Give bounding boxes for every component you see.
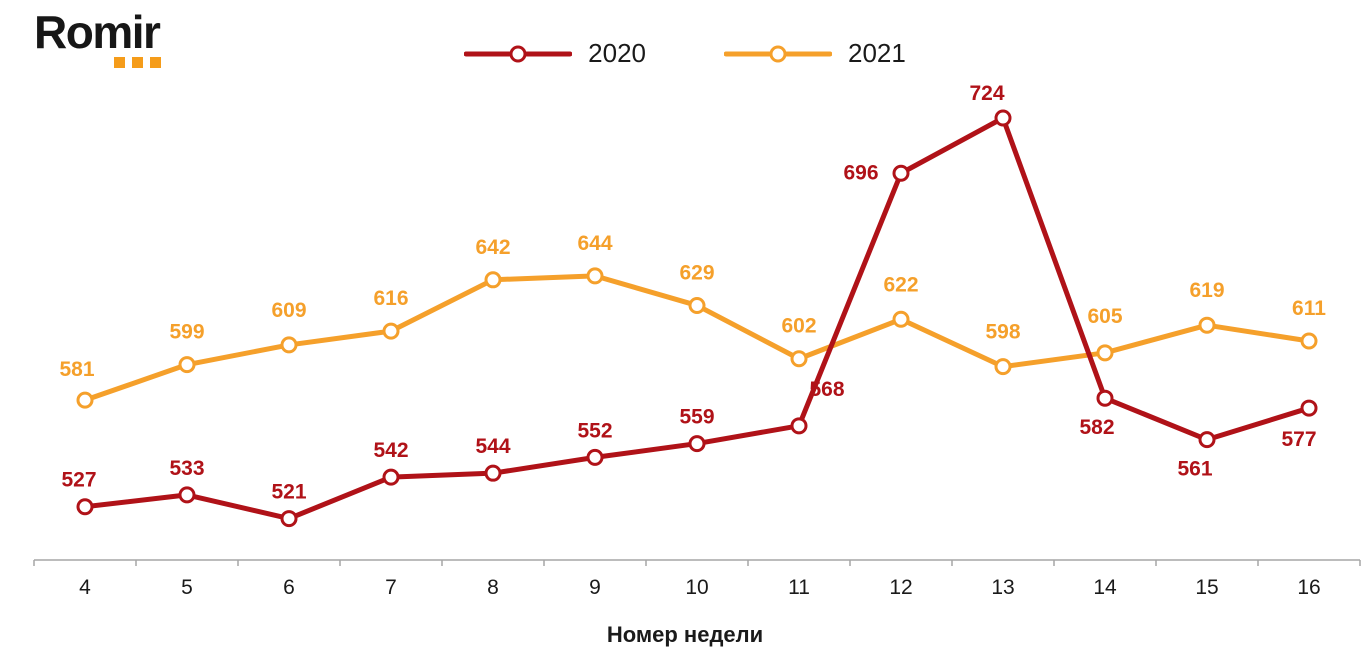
data-point-2020	[586, 448, 604, 466]
data-label-2020: 568	[809, 378, 844, 401]
data-point-2020	[1198, 431, 1216, 449]
data-label-2021: 602	[781, 315, 816, 338]
legend-label-2021: 2021	[848, 38, 906, 68]
data-point-2020	[76, 498, 94, 516]
data-point-2020	[1300, 399, 1318, 417]
series-line-2021	[82, 273, 1312, 403]
series-line-2020	[82, 115, 1312, 522]
x-tick-label: 15	[1195, 576, 1218, 599]
x-tick-label: 5	[181, 576, 193, 599]
data-point-2021	[1300, 332, 1318, 350]
data-label-2021: 599	[169, 321, 204, 344]
data-point-2021	[994, 358, 1012, 376]
data-point-2020	[790, 417, 808, 435]
romir-logo-dots	[114, 57, 161, 69]
data-label-2020: 533	[169, 457, 204, 480]
legend-marker-2020-icon	[464, 45, 573, 62]
data-label-2020: 577	[1281, 428, 1316, 451]
data-point-2020	[484, 464, 502, 482]
logo-dot	[150, 57, 161, 69]
data-label-2020: 542	[373, 439, 408, 462]
data-point-2020	[1096, 389, 1114, 407]
data-point-2021	[688, 296, 706, 314]
romir-logo-text: Romir	[34, 6, 161, 58]
data-point-2020	[688, 435, 706, 453]
legend-item-2020: 2020	[464, 38, 646, 69]
data-label-2020: 527	[61, 469, 96, 492]
data-label-2021: 629	[679, 261, 714, 284]
data-point-2021	[790, 350, 808, 368]
x-tick-label: 13	[991, 576, 1014, 599]
data-label-2021: 616	[373, 287, 408, 310]
romir-logo: Romir	[34, 6, 161, 69]
data-label-2021: 609	[271, 299, 306, 322]
data-label-2021: 644	[577, 232, 612, 255]
data-label-2021: 598	[985, 321, 1020, 344]
data-label-2020: 544	[475, 435, 510, 458]
data-point-2021	[586, 267, 604, 285]
data-label-2020: 696	[843, 161, 878, 184]
data-point-2020	[994, 109, 1012, 127]
data-point-2020	[178, 486, 196, 504]
data-label-2021: 642	[475, 236, 510, 259]
data-label-2021: 605	[1087, 305, 1122, 328]
x-tick-label: 11	[788, 576, 810, 599]
data-point-2020	[382, 468, 400, 486]
x-tick-label: 8	[487, 576, 499, 599]
data-point-2021	[178, 356, 196, 374]
data-label-2021: 611	[1292, 297, 1326, 320]
x-tick-label: 6	[283, 576, 295, 599]
x-tick-label: 16	[1297, 576, 1320, 599]
data-point-2021	[382, 322, 400, 340]
legend-item-2021: 2021	[724, 38, 906, 69]
data-label-2020: 561	[1177, 458, 1212, 481]
data-label-2021: 622	[883, 273, 918, 296]
data-label-2020: 724	[969, 82, 1004, 105]
data-point-2021	[1096, 344, 1114, 362]
data-label-2020: 582	[1079, 416, 1114, 439]
data-point-2021	[280, 336, 298, 354]
data-point-2021	[484, 271, 502, 289]
x-axis-title: Номер недели	[606, 622, 764, 647]
logo-dot	[114, 57, 125, 69]
data-label-2020: 559	[679, 406, 714, 429]
data-point-2021	[892, 310, 910, 328]
data-label-2021: 619	[1189, 279, 1224, 302]
data-label-2020: 552	[577, 419, 612, 442]
data-point-2020	[892, 164, 910, 182]
data-point-2021	[1198, 316, 1216, 334]
data-point-2020	[280, 510, 298, 528]
legend-marker-2021-icon	[724, 45, 832, 62]
x-tick-label: 7	[385, 576, 397, 599]
legend: 2020 2021	[0, 38, 1370, 69]
x-tick-label: 9	[589, 576, 601, 599]
data-label-2021: 581	[59, 358, 94, 381]
data-point-2021	[76, 391, 94, 409]
x-tick-label: 14	[1093, 576, 1117, 599]
legend-label-2020: 2020	[588, 38, 646, 68]
logo-dot	[132, 57, 143, 69]
x-tick-label: 4	[79, 576, 91, 599]
data-label-2020: 521	[271, 481, 306, 504]
x-tick-label: 12	[889, 576, 912, 599]
x-tick-label: 10	[685, 576, 708, 599]
